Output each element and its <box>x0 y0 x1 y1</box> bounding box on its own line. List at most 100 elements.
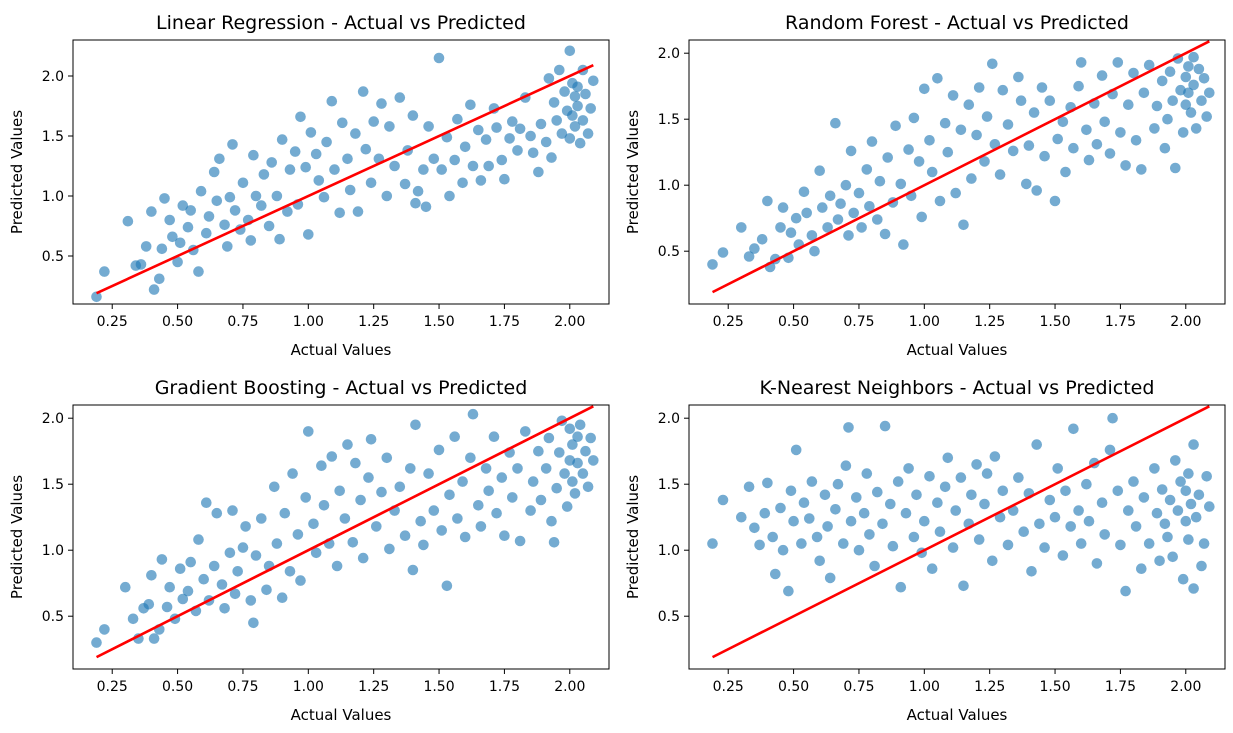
scatter-point <box>830 117 841 129</box>
scatter-point <box>987 555 998 567</box>
scatter-point <box>861 468 873 479</box>
chart-title: Gradient Boosting - Actual vs Predicted <box>155 377 528 399</box>
scatter-point <box>167 231 178 243</box>
scatter-point <box>806 230 818 241</box>
scatter-point <box>551 115 562 126</box>
y-tick-label: 0.5 <box>658 609 680 625</box>
scatter-point <box>817 202 828 213</box>
scatter-point <box>942 146 954 158</box>
scatter-points <box>707 51 1215 273</box>
scatter-point <box>214 153 225 165</box>
scatter-point <box>384 121 395 132</box>
scatter-point <box>1138 492 1150 503</box>
scatter-point <box>856 222 867 233</box>
scatter-point <box>480 134 492 145</box>
scatter-point <box>934 526 946 537</box>
scatter-point <box>488 431 500 443</box>
scatter-point <box>224 547 236 559</box>
scatter-point <box>504 133 515 144</box>
scatter-point <box>423 121 434 132</box>
scatter-point <box>428 505 440 516</box>
scatter-point <box>916 211 927 223</box>
x-tick-label: 1.00 <box>293 314 324 330</box>
scatter-point <box>851 492 862 503</box>
scatter-point <box>546 515 557 527</box>
scatter-point <box>433 444 445 456</box>
scatter-point <box>415 515 427 527</box>
scatter-point <box>580 445 591 457</box>
scatter-point <box>1149 123 1160 134</box>
scatter-point <box>177 593 189 605</box>
scatter-point <box>248 617 259 629</box>
scatter-point <box>436 525 448 536</box>
scatter-point <box>788 515 799 527</box>
scatter-point <box>588 75 599 87</box>
scatter-point <box>533 166 544 178</box>
scatter-point <box>496 154 508 166</box>
scatter-point <box>1204 501 1215 512</box>
scatter-point <box>271 190 283 202</box>
scatter-point <box>467 408 479 420</box>
scatter-point <box>282 206 293 217</box>
scatter-point <box>156 243 168 255</box>
scatter-point <box>572 431 583 443</box>
scatter-point <box>185 556 196 568</box>
y-tick-label: 2.0 <box>42 69 64 85</box>
scatter-point <box>1190 511 1202 523</box>
scatter-point <box>848 207 859 219</box>
x-axis-label: Actual Values <box>907 341 1008 359</box>
x-tick-label: 2.00 <box>1170 314 1201 330</box>
scatter-point <box>908 112 920 124</box>
chart-title: Random Forest - Actual vs Predicted <box>785 12 1129 34</box>
x-tick-label: 0.50 <box>162 679 193 695</box>
scatter-point <box>569 121 581 132</box>
scatter-point <box>310 148 322 160</box>
scatter-point <box>350 128 361 139</box>
scatter-point <box>1123 505 1134 516</box>
scatter-point <box>1120 585 1131 597</box>
scatter-point <box>707 259 718 270</box>
scatter-point <box>963 99 975 110</box>
scatter-point <box>879 228 891 240</box>
scatter-point <box>569 91 581 102</box>
scatter-point <box>533 445 544 457</box>
scatter-point <box>926 563 938 574</box>
scatter-point <box>1180 515 1192 527</box>
scatter-point <box>908 531 920 543</box>
x-tick-label: 1.50 <box>423 314 454 330</box>
scatter-point <box>1044 95 1056 106</box>
scatter-point <box>512 145 523 156</box>
scatter-point <box>399 530 411 541</box>
scatter-point <box>287 468 298 479</box>
scatter-point <box>91 291 102 303</box>
scatter-point <box>444 489 455 501</box>
scatter-point <box>543 432 555 444</box>
scatter-point <box>1196 95 1207 106</box>
scatter-point <box>459 141 471 153</box>
scatter-point <box>418 539 429 551</box>
chart-panel-1: Linear Regression - Actual vs Predicted 0… <box>8 12 610 359</box>
scatter-point <box>140 241 152 252</box>
scatter-point <box>491 122 502 133</box>
scatter-point <box>1190 123 1202 134</box>
scatter-point <box>785 227 797 238</box>
scatter-point <box>198 573 209 585</box>
scatter-point <box>838 538 849 549</box>
scatter-point <box>567 110 578 121</box>
scatter-point <box>365 177 377 189</box>
scatter-point <box>1183 87 1194 99</box>
scatter-point <box>822 222 833 233</box>
scatter-point <box>1081 478 1092 490</box>
scatter-point <box>527 476 539 487</box>
scatter-point <box>950 505 961 516</box>
scatter-point <box>1130 521 1142 532</box>
scatter-point <box>1170 455 1181 466</box>
scatter-point <box>1112 485 1124 497</box>
scatter-point <box>1128 476 1139 487</box>
scatter-point <box>465 99 476 111</box>
scatter-point <box>483 160 495 172</box>
scatter-point <box>326 451 338 462</box>
scatter-point <box>955 472 967 483</box>
scatter-point <box>339 513 351 524</box>
scatter-point <box>1136 563 1147 574</box>
